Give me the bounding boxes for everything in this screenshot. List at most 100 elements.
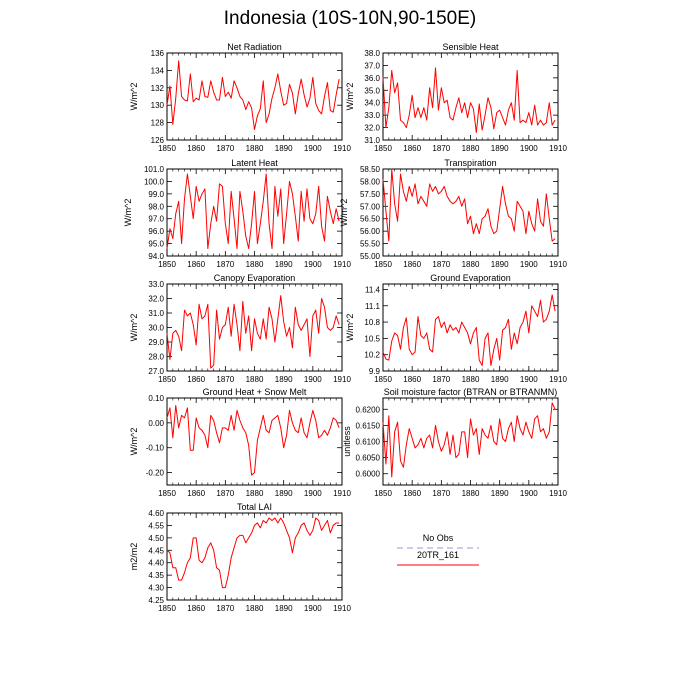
y-tick-label: 55.50: [360, 240, 381, 249]
x-tick-label: 1880: [462, 375, 480, 384]
x-tick-label: 1860: [187, 489, 205, 498]
y-tick-label: 96.0: [148, 227, 164, 236]
y-tick-label: -0.10: [146, 444, 165, 453]
y-tick-label: 4.25: [148, 596, 164, 605]
y-tick-label: 4.50: [148, 534, 164, 543]
x-tick-label: 1860: [403, 260, 421, 269]
y-tick-label: 98.0: [148, 202, 164, 211]
series-line-20TR_161: [166, 173, 340, 250]
y-axis-label: W/m^2: [345, 83, 355, 111]
x-tick-label: 1860: [403, 375, 421, 384]
y-tick-label: 35.0: [364, 86, 380, 95]
y-tick-label: 31.0: [364, 136, 380, 145]
x-tick-label: 1900: [304, 260, 322, 269]
y-tick-label: 36.0: [364, 74, 380, 83]
x-tick-label: 1860: [403, 489, 421, 498]
y-tick-label: 56.50: [360, 215, 381, 224]
plot-frame: [382, 52, 559, 141]
y-tick-label: 0.00: [148, 419, 164, 428]
y-tick-label: 0.6150: [356, 421, 381, 430]
x-tick-label: 1910: [549, 260, 567, 269]
x-tick-label: 1850: [158, 375, 176, 384]
y-tick-label: 10.8: [364, 318, 380, 327]
x-tick-label: 1890: [275, 375, 293, 384]
x-tick-label: 1890: [491, 375, 509, 384]
y-tick-label: 37.0: [364, 61, 380, 70]
panel-title: Sensible Heat: [442, 42, 499, 52]
x-tick-label: 1900: [304, 604, 322, 613]
y-tick-label: 58.50: [360, 165, 381, 174]
x-tick-label: 1880: [462, 260, 480, 269]
x-tick-label: 1870: [216, 489, 234, 498]
x-tick-label: 1870: [432, 375, 450, 384]
x-tick-label: 1890: [491, 489, 509, 498]
y-tick-label: 4.35: [148, 571, 164, 580]
x-tick-label: 1870: [432, 260, 450, 269]
x-tick-label: 1910: [549, 375, 567, 384]
panel-title: Ground Evaporation: [430, 273, 511, 283]
y-tick-label: 32.0: [148, 295, 164, 304]
x-tick-label: 1850: [158, 260, 176, 269]
y-axis-label: W/m^2: [345, 314, 355, 342]
y-tick-label: 9.9: [369, 367, 381, 376]
x-tick-label: 1900: [520, 260, 538, 269]
y-tick-label: 0.6000: [356, 470, 381, 479]
series-line-20TR_161: [166, 60, 340, 131]
x-tick-label: 1890: [491, 260, 509, 269]
y-tick-label: 57.50: [360, 190, 381, 199]
series-line-20TR_161: [382, 168, 556, 242]
panel-4: Transpiration 1850 1860 1870 1880 1890 1900 191…: [339, 158, 567, 269]
y-tick-label: 4.60: [148, 509, 164, 518]
x-tick-label: 1870: [216, 375, 234, 384]
y-tick-label: 95.0: [148, 240, 164, 249]
x-tick-label: 1900: [304, 144, 322, 153]
x-tick-label: 1850: [374, 144, 392, 153]
y-tick-label: 130: [151, 101, 165, 110]
y-tick-label: 0.10: [148, 394, 164, 403]
panel-5: Canopy Evaporation 1850 1860 1870 1880 1890 19…: [129, 273, 351, 384]
y-axis-label: W/m^2: [129, 314, 139, 342]
y-tick-label: 94.0: [148, 252, 164, 261]
panel-3: Latent Heat 1850 1860 1870 1880 1890 1900 1910 9…: [123, 158, 351, 269]
y-tick-label: 28.0: [148, 353, 164, 362]
series-line-20TR_161: [166, 295, 340, 369]
panel-1: Net Radiation 1850 1860 1870 1880 1890 1900 191…: [129, 42, 351, 153]
panel-7: Ground Heat + Snow Melt 1850 1860 1870 1880 1…: [129, 387, 351, 498]
panel-title: Transpiration: [444, 158, 496, 168]
x-tick-label: 1850: [374, 375, 392, 384]
y-tick-label: 27.0: [148, 367, 164, 376]
x-tick-label: 1890: [275, 144, 293, 153]
panel-title: Ground Heat + Snow Melt: [203, 387, 307, 397]
x-tick-label: 1910: [333, 260, 351, 269]
x-tick-label: 1860: [187, 144, 205, 153]
series-line-20TR_161: [382, 402, 556, 478]
y-tick-label: 11.1: [365, 302, 381, 311]
x-tick-label: 1870: [432, 144, 450, 153]
y-tick-label: 4.40: [148, 559, 164, 568]
y-tick-label: 31.0: [148, 309, 164, 318]
x-tick-label: 1910: [333, 375, 351, 384]
x-tick-label: 1870: [216, 144, 234, 153]
x-tick-label: 1860: [187, 260, 205, 269]
y-tick-label: 101.0: [144, 165, 165, 174]
y-tick-label: 33.0: [364, 111, 380, 120]
x-tick-label: 1850: [374, 260, 392, 269]
legend-label: No Obs: [423, 533, 454, 543]
panel-9: Total LAI 1850 1860 1870 1880 1890 1900 1910 4.2…: [129, 502, 351, 613]
x-tick-label: 1890: [275, 489, 293, 498]
y-tick-label: 56.00: [360, 227, 381, 236]
y-tick-label: 10.5: [364, 334, 380, 343]
x-tick-label: 1900: [520, 375, 538, 384]
x-tick-label: 1880: [246, 144, 264, 153]
y-axis-label: m2/m2: [129, 543, 139, 571]
y-tick-label: 4.55: [148, 521, 164, 530]
x-tick-label: 1880: [462, 489, 480, 498]
x-tick-label: 1890: [275, 260, 293, 269]
plot-frame: [382, 168, 559, 257]
y-tick-label: 57.00: [360, 202, 381, 211]
panel-6: Ground Evaporation 1850 1860 1870 1880 1890 19…: [345, 273, 567, 384]
y-tick-label: 0.6100: [356, 438, 381, 447]
y-tick-label: 10.2: [364, 351, 380, 360]
